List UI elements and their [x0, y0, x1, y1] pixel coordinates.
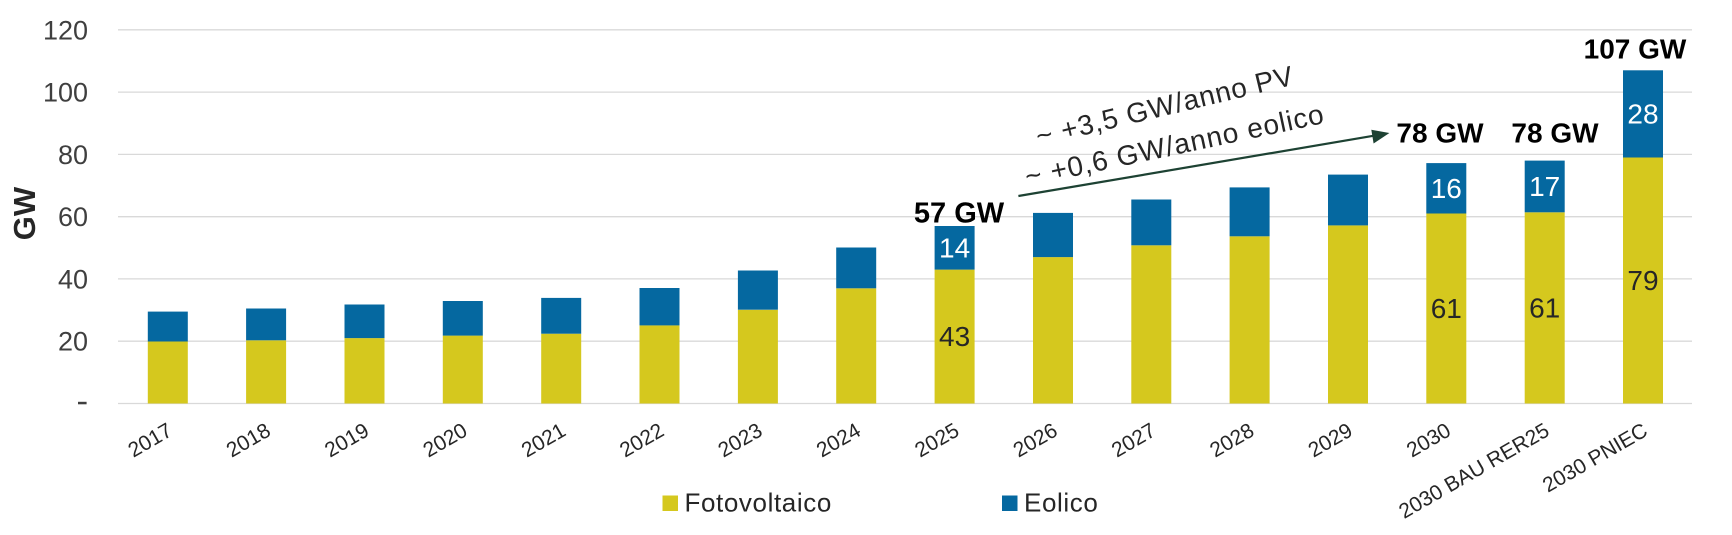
svg-text:14: 14 [939, 232, 970, 263]
svg-text:61: 61 [1529, 292, 1560, 323]
svg-text:16: 16 [1431, 173, 1462, 204]
svg-text:57 GW: 57 GW [914, 198, 1005, 230]
svg-text:60: 60 [58, 202, 88, 232]
svg-text:43: 43 [939, 321, 970, 352]
svg-text:28: 28 [1627, 98, 1658, 129]
svg-text:61: 61 [1431, 293, 1462, 324]
svg-text:GW: GW [7, 186, 42, 240]
svg-text:79: 79 [1627, 265, 1658, 296]
svg-text:20: 20 [58, 327, 88, 357]
svg-text:107 GW: 107 GW [1584, 34, 1687, 65]
svg-text:Eolico: Eolico [1024, 488, 1098, 518]
svg-text:78 GW: 78 GW [1511, 118, 1599, 149]
svg-text:40: 40 [58, 264, 88, 294]
svg-text:17: 17 [1529, 171, 1560, 202]
svg-text:78 GW: 78 GW [1396, 118, 1484, 149]
svg-text:120: 120 [43, 15, 88, 45]
svg-text:Fotovoltaico: Fotovoltaico [685, 488, 832, 518]
svg-text:80: 80 [58, 140, 88, 170]
svg-text:100: 100 [43, 78, 88, 108]
